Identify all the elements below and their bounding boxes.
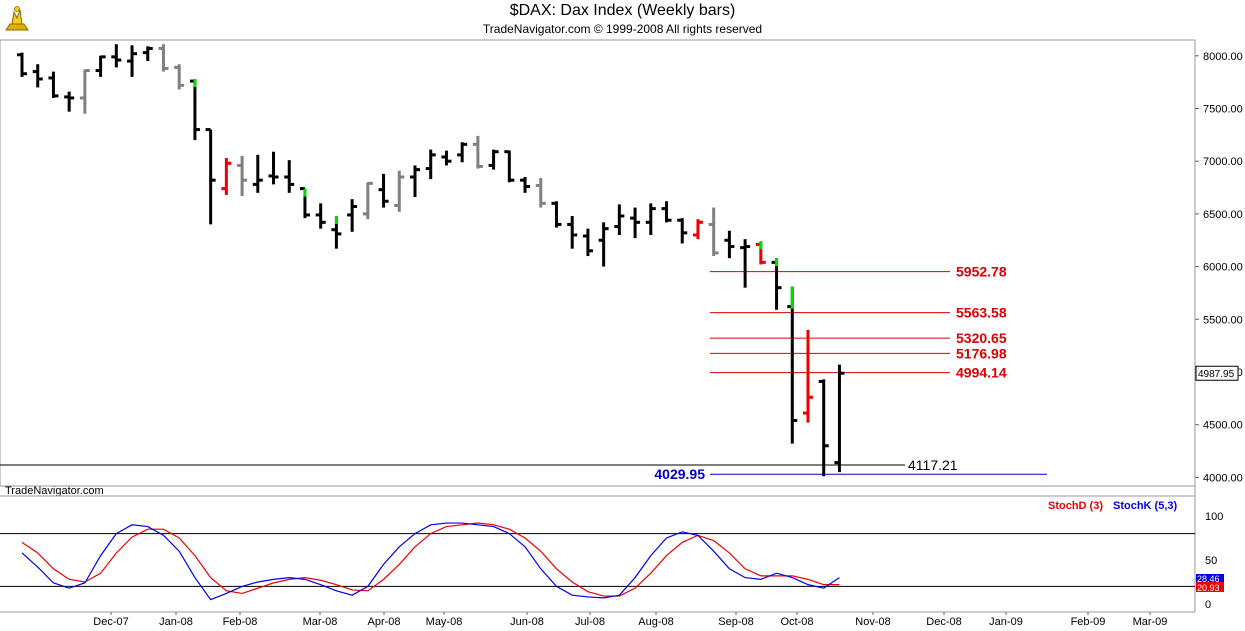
stoch-tick-label: 0 (1205, 599, 1211, 611)
x-tick-label: Nov-08 (855, 616, 890, 628)
x-tick-label: Aug-08 (638, 616, 673, 628)
fib-level-label: 5952.78 (956, 264, 1007, 280)
price-tick-label: 4000.00 (1203, 472, 1243, 484)
stoch-d-legend: StochD (3) (1048, 500, 1103, 512)
x-tick-label: Apr-08 (367, 616, 400, 628)
price-tick-label: 7000.00 (1203, 156, 1243, 168)
price-tick-label: 7500.00 (1203, 104, 1243, 116)
x-tick-label: Dec-08 (926, 616, 961, 628)
x-tick-label: Jun-08 (510, 616, 544, 628)
x-tick-label: Mar-09 (1133, 616, 1168, 628)
price-panel-frame (0, 39, 1196, 487)
price-tick-label: 4500.00 (1203, 420, 1243, 432)
stoch-k-legend: StochK (5,3) (1113, 500, 1178, 512)
chart-subtitle: TradeNavigator.com © 1999-2008 All right… (482, 22, 763, 36)
x-tick-label: Jul-08 (575, 616, 605, 628)
last-price-box (1195, 365, 1239, 381)
low-level-label: 4029.95 (654, 466, 705, 482)
x-tick-label: Mar-08 (303, 616, 338, 628)
watermark-label: TradeNavigator.com (5, 485, 104, 497)
x-tick-label: Feb-08 (223, 616, 258, 628)
trade-navigator-logo (5, 6, 29, 31)
fib-level-label: 5176.98 (956, 345, 1007, 361)
support-level-label: 4117.21 (908, 457, 958, 473)
price-tick-label: 6500.00 (1203, 209, 1243, 221)
stoch-k-line (21, 522, 840, 601)
x-tick-label: Feb-09 (1071, 616, 1106, 628)
stoch-d-line (21, 522, 840, 597)
stoch-tick-label: 100 (1205, 511, 1223, 523)
last-price-label: 4987.95 (1198, 369, 1235, 380)
price-tick-label: 5500.00 (1203, 314, 1243, 326)
x-tick-label: Jan-09 (989, 616, 1023, 628)
price-tick-label: 8000.00 (1203, 51, 1243, 63)
stoch-k-value: 28.46 (1197, 574, 1220, 584)
x-tick-label: Oct-08 (780, 616, 813, 628)
x-tick-label: Sep-08 (718, 616, 753, 628)
chart-title: $DAX: Dax Index (Weekly bars) (509, 2, 736, 19)
x-tick-label: May-08 (426, 616, 463, 628)
stoch-k-value-box (1196, 574, 1224, 584)
fib-level-label: 4994.14 (956, 365, 1007, 381)
x-tick-label: Jan-08 (159, 616, 193, 628)
stoch-d-value-box (1196, 582, 1224, 592)
stoch-d-value: 20.93 (1197, 583, 1220, 593)
fib-level-label: 5563.58 (956, 305, 1007, 321)
fib-level-label: 5320.65 (956, 330, 1007, 346)
stoch-tick-label: 50 (1205, 555, 1217, 567)
price-tick-label: 6000.00 (1203, 262, 1243, 274)
x-tick-label: Dec-07 (93, 616, 128, 628)
